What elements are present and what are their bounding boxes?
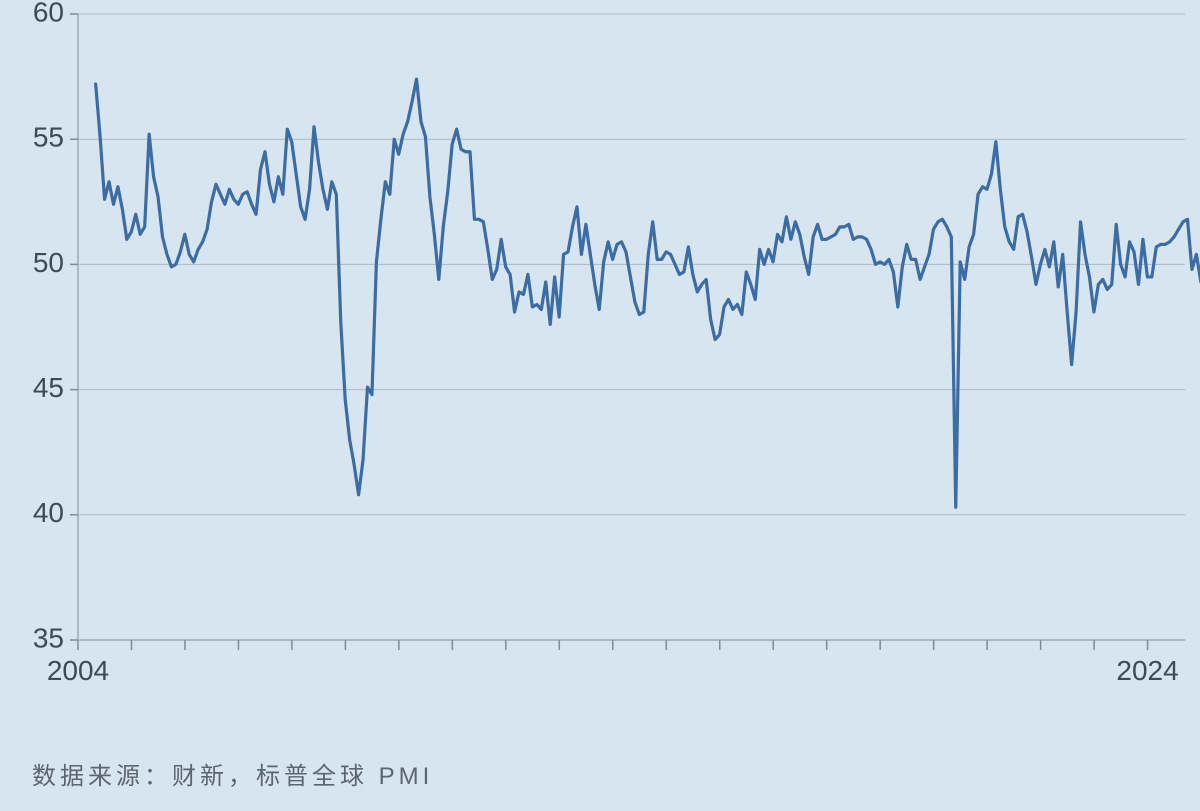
chart-page: 35 40 45 50 55 60 2004 2024 数据来源：财新，标普全球 PMI bbox=[0, 0, 1200, 811]
source-label: 数据来源：财新，标普全球 PMI bbox=[32, 756, 433, 791]
source-prefix: 数据来源： bbox=[32, 763, 172, 790]
svg-text:55: 55 bbox=[33, 122, 64, 153]
svg-text:45: 45 bbox=[33, 372, 64, 403]
svg-text:60: 60 bbox=[33, 0, 64, 27]
svg-text:50: 50 bbox=[33, 247, 64, 278]
svg-text:2024: 2024 bbox=[1116, 655, 1178, 686]
pmi-line-chart: 35 40 45 50 55 60 2004 2024 bbox=[0, 0, 1200, 811]
source-body: 财新，标普全球 PMI bbox=[172, 763, 433, 790]
svg-text:40: 40 bbox=[33, 497, 64, 528]
svg-text:35: 35 bbox=[33, 622, 64, 653]
svg-text:2004: 2004 bbox=[47, 655, 109, 686]
chart-container: 35 40 45 50 55 60 2004 2024 bbox=[0, 0, 1200, 811]
